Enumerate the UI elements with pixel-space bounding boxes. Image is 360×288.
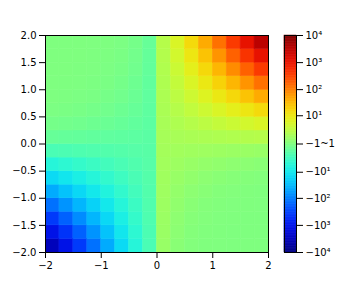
svg-text:0: 0	[154, 260, 160, 271]
svg-text:2.0: 2.0	[21, 30, 37, 41]
svg-text:1: 1	[210, 260, 216, 271]
svg-text:−10³: −10³	[306, 220, 331, 231]
svg-text:10¹: 10¹	[306, 110, 323, 121]
svg-text:−1.0: −1.0	[12, 192, 36, 203]
svg-text:2: 2	[265, 260, 271, 271]
svg-text:0.5: 0.5	[21, 111, 37, 122]
svg-text:−1: −1	[94, 260, 109, 271]
svg-text:−1~1: −1~1	[306, 138, 335, 149]
svg-text:10²: 10²	[306, 84, 323, 95]
svg-text:−0.5: −0.5	[12, 165, 36, 176]
svg-text:−10⁴: −10⁴	[306, 247, 331, 258]
svg-text:1.5: 1.5	[21, 57, 37, 68]
svg-text:−2: −2	[38, 260, 53, 271]
svg-text:−10²: −10²	[306, 193, 331, 204]
svg-text:−1.5: −1.5	[12, 220, 36, 231]
svg-text:0.0: 0.0	[21, 138, 37, 149]
svg-text:1.0: 1.0	[21, 84, 37, 95]
svg-text:−2.0: −2.0	[12, 247, 36, 258]
svg-text:−10¹: −10¹	[306, 166, 331, 177]
svg-text:10³: 10³	[306, 57, 323, 68]
svg-text:10⁴: 10⁴	[306, 30, 323, 41]
